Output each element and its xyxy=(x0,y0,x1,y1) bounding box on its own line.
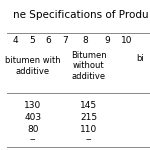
Text: bi: bi xyxy=(136,54,144,63)
Text: 10: 10 xyxy=(121,36,133,45)
Text: Bitumen
without
additive: Bitumen without additive xyxy=(71,51,106,81)
Text: 80: 80 xyxy=(27,124,38,134)
Text: 9: 9 xyxy=(104,36,110,45)
Text: 130: 130 xyxy=(24,100,41,109)
Text: --: -- xyxy=(29,135,36,144)
Text: 7: 7 xyxy=(63,36,68,45)
Text: bitumen with
additive: bitumen with additive xyxy=(5,56,60,76)
Text: 403: 403 xyxy=(24,112,41,122)
Text: 215: 215 xyxy=(80,112,97,122)
Text: 5: 5 xyxy=(30,36,36,45)
Text: 8: 8 xyxy=(83,36,88,45)
Text: 110: 110 xyxy=(80,124,97,134)
Text: 145: 145 xyxy=(80,100,97,109)
Text: --: -- xyxy=(85,135,92,144)
Text: 4: 4 xyxy=(13,36,18,45)
Text: ne Specifications of Produ: ne Specifications of Produ xyxy=(14,11,149,21)
Text: 6: 6 xyxy=(45,36,51,45)
